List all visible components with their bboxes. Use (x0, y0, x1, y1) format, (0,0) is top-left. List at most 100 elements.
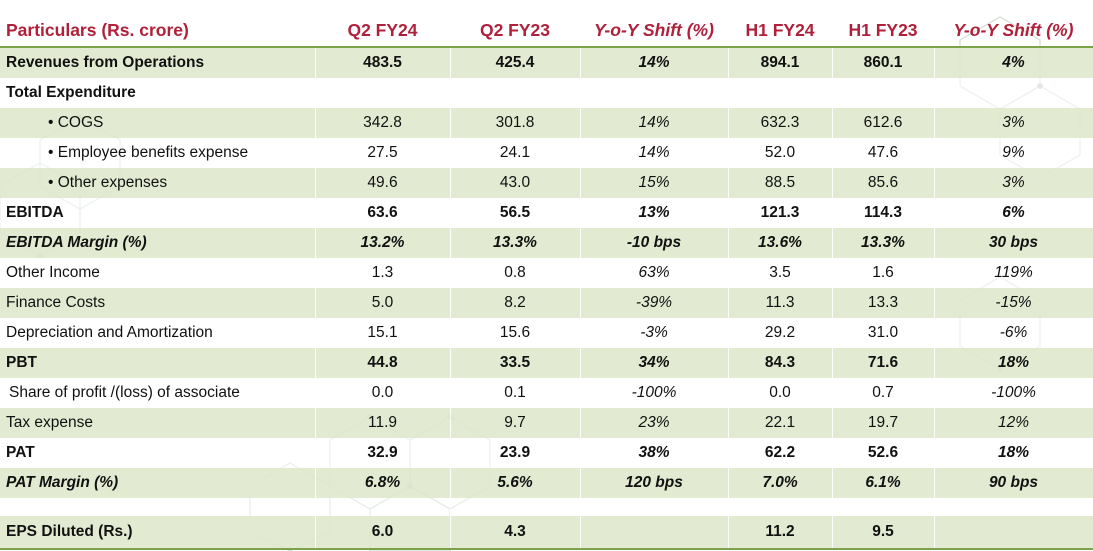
cell-h1-yoy: 119% (934, 258, 1093, 288)
cell-q2-fy23: 15.6 (450, 318, 581, 348)
cell-q2-fy24: 11.9 (315, 408, 451, 438)
row-revenues: Revenues from Operations 483.5 425.4 14%… (0, 47, 1093, 78)
cell-h1-fy24: 29.2 (728, 318, 833, 348)
cell-h1-fy24: 22.1 (728, 408, 833, 438)
header-q-yoy-shift: Y-o-Y Shift (%) (580, 14, 729, 48)
cell-h1-fy24: 84.3 (728, 348, 833, 378)
row-label: Depreciation and Amortization (0, 318, 316, 348)
row-label: • Employee benefits expense (0, 138, 316, 168)
cell-q2-fy23: 4.3 (450, 516, 581, 550)
cell-q-yoy (580, 78, 729, 108)
row-pat: PAT 32.9 23.9 38% 62.2 52.6 18% (0, 438, 1093, 468)
cell-q2-fy23: 43.0 (450, 168, 581, 198)
cell-h1-fy24: 62.2 (728, 438, 833, 468)
cell-q-yoy: -39% (580, 288, 729, 318)
cell-q-yoy: 15% (580, 168, 729, 198)
row-other-expenses: • Other expenses 49.6 43.0 15% 88.5 85.6… (0, 168, 1093, 198)
cell-h1-yoy (934, 516, 1093, 550)
cell-q2-fy24: 1.3 (315, 258, 451, 288)
cell-h1-fy24: 11.2 (728, 516, 833, 550)
row-label: EBITDA Margin (%) (0, 228, 316, 258)
row-label: Share of profit /(loss) of associate (0, 378, 316, 408)
cell-q-yoy: 38% (580, 438, 729, 468)
row-label: Finance Costs (0, 288, 316, 318)
cell-q2-fy24: 13.2% (315, 228, 451, 258)
cell-q2-fy23: 8.2 (450, 288, 581, 318)
cell-q2-fy24: 5.0 (315, 288, 451, 318)
header-particulars: Particulars (Rs. crore) (0, 14, 316, 48)
cell-h1-fy23: 0.7 (832, 378, 935, 408)
cell-h1-fy23: 47.6 (832, 138, 935, 168)
cell-q2-fy23: 33.5 (450, 348, 581, 378)
cell-h1-yoy: 9% (934, 138, 1093, 168)
cell-q2-fy24: 0.0 (315, 378, 451, 408)
row-label: • Other expenses (0, 168, 316, 198)
row-spacer (0, 498, 1093, 516)
cell-q-yoy: 34% (580, 348, 729, 378)
cell-h1-yoy: -100% (934, 378, 1093, 408)
row-tax-expense: Tax expense 11.9 9.7 23% 22.1 19.7 12% (0, 408, 1093, 438)
cell-q2-fy24: 483.5 (315, 47, 451, 78)
cell-h1-fy23: 13.3% (832, 228, 935, 258)
cell-h1-fy23: 114.3 (832, 198, 935, 228)
cell-q-yoy: 23% (580, 408, 729, 438)
cell-q2-fy24: 342.8 (315, 108, 451, 138)
cell-h1-yoy: 3% (934, 168, 1093, 198)
cell-h1-yoy: 90 bps (934, 468, 1093, 498)
row-pbt: PBT 44.8 33.5 34% 84.3 71.6 18% (0, 348, 1093, 378)
cell-q2-fy23: 0.8 (450, 258, 581, 288)
cell-h1-fy24: 894.1 (728, 47, 833, 78)
row-share-of-associate: Share of profit /(loss) of associate 0.0… (0, 378, 1093, 408)
cell-q-yoy (580, 516, 729, 550)
cell-q-yoy: 14% (580, 138, 729, 168)
header-q2-fy23: Q2 FY23 (450, 14, 581, 48)
row-label: Total Expenditure (0, 78, 316, 108)
row-pat-margin: PAT Margin (%) 6.8% 5.6% 120 bps 7.0% 6.… (0, 468, 1093, 498)
cell-h1-fy23: 71.6 (832, 348, 935, 378)
row-eps-diluted: EPS Diluted (Rs.) 6.0 4.3 11.2 9.5 (0, 516, 1093, 550)
header-h1-fy23: H1 FY23 (832, 14, 935, 48)
cell-h1-fy24: 3.5 (728, 258, 833, 288)
row-finance-costs: Finance Costs 5.0 8.2 -39% 11.3 13.3 -15… (0, 288, 1093, 318)
cell-h1-yoy (934, 78, 1093, 108)
cell-h1-fy23: 6.1% (832, 468, 935, 498)
cell-q2-fy24: 63.6 (315, 198, 451, 228)
row-label: PAT (0, 438, 316, 468)
cell-h1-fy24: 121.3 (728, 198, 833, 228)
row-depreciation: Depreciation and Amortization 15.1 15.6 … (0, 318, 1093, 348)
cell-h1-fy23: 612.6 (832, 108, 935, 138)
cell-q2-fy23: 9.7 (450, 408, 581, 438)
cell-h1-fy23: 85.6 (832, 168, 935, 198)
row-label: Tax expense (0, 408, 316, 438)
cell-q-yoy: 14% (580, 108, 729, 138)
row-other-income: Other Income 1.3 0.8 63% 3.5 1.6 119% (0, 258, 1093, 288)
cell-q2-fy23: 301.8 (450, 108, 581, 138)
row-label: Revenues from Operations (0, 47, 316, 78)
cell-q2-fy24: 32.9 (315, 438, 451, 468)
cell-q-yoy: 63% (580, 258, 729, 288)
cell-q2-fy24: 6.0 (315, 516, 451, 550)
cell-h1-yoy: 6% (934, 198, 1093, 228)
row-label: PBT (0, 348, 316, 378)
cell-q-yoy: -10 bps (580, 228, 729, 258)
cell-q2-fy24: 27.5 (315, 138, 451, 168)
cell-h1-fy23: 52.6 (832, 438, 935, 468)
row-ebitda: EBITDA 63.6 56.5 13% 121.3 114.3 6% (0, 198, 1093, 228)
cell-q2-fy24: 49.6 (315, 168, 451, 198)
cell-h1-yoy: 3% (934, 108, 1093, 138)
row-total-expenditure: Total Expenditure (0, 78, 1093, 108)
cell-q2-fy23: 0.1 (450, 378, 581, 408)
cell-h1-fy24: 88.5 (728, 168, 833, 198)
cell-h1-fy23: 9.5 (832, 516, 935, 550)
cell-q-yoy: -100% (580, 378, 729, 408)
header-h1-yoy-shift: Y-o-Y Shift (%) (934, 14, 1093, 48)
cell-q2-fy23: 24.1 (450, 138, 581, 168)
cell-h1-yoy: 12% (934, 408, 1093, 438)
cell-q2-fy23: 56.5 (450, 198, 581, 228)
cell-h1-yoy: -6% (934, 318, 1093, 348)
row-label: PAT Margin (%) (0, 468, 316, 498)
cell-q2-fy24: 15.1 (315, 318, 451, 348)
cell-q2-fy23: 5.6% (450, 468, 581, 498)
row-ebitda-margin: EBITDA Margin (%) 13.2% 13.3% -10 bps 13… (0, 228, 1093, 258)
cell-q-yoy: 14% (580, 47, 729, 78)
